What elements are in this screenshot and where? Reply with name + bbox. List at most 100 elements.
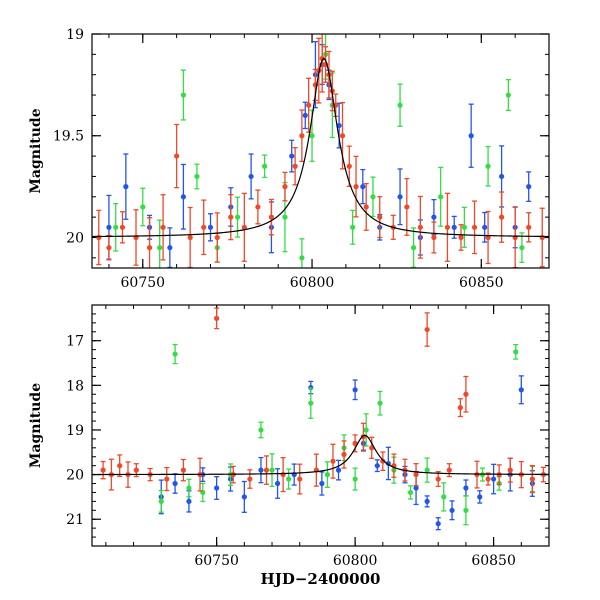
data-point — [119, 224, 126, 230]
data-point — [341, 451, 347, 458]
data-point — [339, 133, 346, 139]
data-point — [174, 153, 180, 159]
data-point — [352, 476, 358, 482]
x-tick-label: 60750 — [121, 275, 166, 291]
data-point — [96, 234, 102, 241]
data-point — [306, 102, 312, 108]
data-point — [228, 214, 234, 220]
data-point — [463, 507, 469, 513]
data-point — [180, 92, 186, 98]
data-point — [255, 204, 261, 210]
data-point — [363, 427, 369, 433]
data-point — [438, 194, 444, 200]
data-point — [468, 133, 474, 139]
data-point — [106, 224, 112, 230]
y-tick-label: 19.5 — [53, 129, 84, 145]
data-point — [158, 498, 164, 504]
data-point — [258, 427, 264, 433]
data-point — [482, 224, 488, 230]
data-point — [441, 494, 447, 500]
data-point — [164, 476, 170, 482]
data-point — [424, 467, 430, 473]
data-point — [526, 184, 532, 190]
data-point — [463, 485, 469, 491]
data-point — [269, 467, 275, 473]
data-point — [363, 204, 369, 210]
data-point — [397, 194, 403, 200]
data-point — [446, 467, 452, 473]
x-tick-label: 60800 — [333, 553, 378, 569]
data-point — [352, 387, 358, 393]
data-point — [413, 485, 419, 491]
data-point — [214, 234, 220, 241]
data-point — [247, 476, 253, 482]
data-point — [180, 467, 186, 473]
data-point — [172, 480, 178, 487]
data-series — [100, 307, 547, 495]
data-point — [485, 476, 491, 482]
data-point — [435, 521, 441, 527]
x-tick-label: 60850 — [459, 275, 504, 291]
data-point — [262, 163, 268, 169]
data-point — [297, 476, 303, 482]
data-point — [241, 494, 247, 500]
data-point — [431, 234, 437, 241]
data-point — [308, 400, 314, 406]
data-point — [172, 351, 178, 357]
data-point — [157, 245, 163, 251]
y-tick-label: 19 — [66, 27, 84, 43]
data-point — [167, 245, 173, 251]
top-panel: 60750 60800 60850 19 19.5 20 Magnitude — [28, 27, 550, 291]
data-point — [299, 133, 305, 139]
data-point — [201, 224, 207, 230]
data-point — [282, 184, 288, 190]
data-point — [319, 55, 325, 62]
data-point — [207, 224, 214, 230]
data-point — [350, 224, 356, 230]
y-tick-label: 21 — [66, 512, 84, 528]
data-point — [146, 245, 153, 251]
data-point — [346, 163, 352, 169]
data-point — [335, 467, 342, 473]
data-point — [186, 498, 192, 504]
data-point — [324, 471, 331, 478]
data-point — [248, 173, 254, 180]
y-tick-label: 20 — [66, 468, 84, 484]
x-tick-label: 60800 — [290, 275, 335, 291]
data-point — [370, 194, 376, 200]
data-point — [353, 184, 359, 190]
data-point — [117, 463, 123, 469]
data-point — [485, 163, 491, 169]
data-point — [518, 387, 524, 393]
bottom-panel: 60750 60800 60850 17 18 19 20 21 Magnitude HJD−24… — [28, 304, 550, 588]
data-point — [457, 405, 463, 411]
plot-area — [92, 34, 549, 268]
data-point — [123, 184, 129, 190]
y-tick-label: 17 — [66, 334, 84, 350]
data-point — [274, 480, 281, 487]
data-point — [282, 214, 288, 220]
plot-frame — [91, 33, 550, 269]
data-point — [263, 467, 270, 473]
data-point — [477, 494, 483, 500]
x-tick-label: 60750 — [194, 553, 239, 569]
data-point — [106, 245, 112, 251]
data-point — [444, 224, 451, 230]
data-point — [241, 224, 247, 230]
data-point — [299, 255, 305, 261]
data-point — [258, 467, 264, 473]
data-point — [539, 234, 545, 241]
data-point — [513, 349, 519, 355]
data-point — [505, 92, 511, 98]
data-point — [499, 214, 505, 220]
data-point — [377, 214, 383, 220]
data-point — [463, 391, 469, 397]
data-point — [113, 224, 119, 230]
data-point — [100, 467, 106, 473]
data-point — [507, 467, 513, 473]
data-point — [413, 471, 419, 478]
data-point — [302, 112, 308, 118]
data-point — [330, 458, 336, 464]
model-curve — [92, 57, 549, 238]
